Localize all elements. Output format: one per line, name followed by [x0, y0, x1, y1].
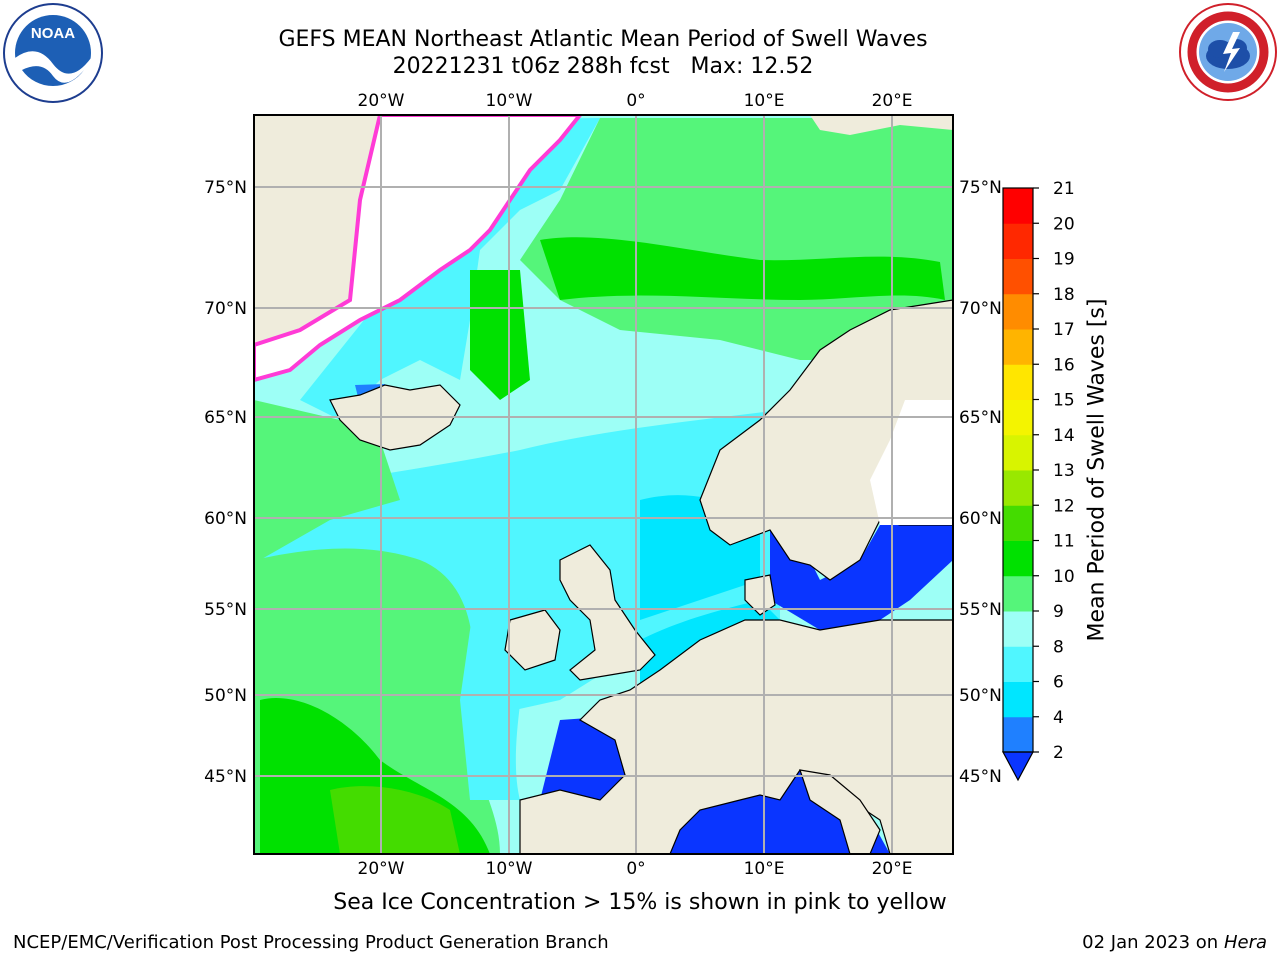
colorbar: 2 4 6 8 9 10 11 12 13 14 15 16 17 18 19 20 21: [1001, 180, 1075, 782]
colorbar-segment: [1003, 505, 1033, 541]
colorbar-tick-label: 16: [1053, 355, 1075, 375]
latitude-label-left: 65°N: [204, 408, 247, 428]
map-title: GEFS MEAN Northeast Atlantic Mean Period…: [278, 27, 928, 52]
colorbar-segment: [1003, 575, 1033, 612]
latitude-label-right: 75°N: [959, 178, 1002, 198]
colorbar-tick-label: 9: [1053, 602, 1064, 622]
latitude-label-right: 55°N: [959, 600, 1002, 620]
swell-band-10to11-north: [540, 237, 945, 300]
colorbar-segment: [1003, 470, 1033, 506]
longitude-label-bottom: 10°W: [486, 859, 533, 879]
colorbar-tick-label: 12: [1053, 496, 1075, 516]
latitude-label-right: 45°N: [959, 767, 1002, 787]
sea-ice-bothnia: [870, 400, 953, 525]
run-date: 02 Jan 2023 on Hera: [1082, 932, 1267, 953]
colorbar-tick-label: 10: [1053, 567, 1075, 587]
sea-ice-note: Sea Ice Concentration > 15% is shown in …: [333, 890, 947, 915]
colorbar-tick-label: 13: [1053, 461, 1075, 481]
latitude-label-left: 75°N: [204, 178, 247, 198]
latitude-label-left: 60°N: [204, 509, 247, 529]
land-great-britain: [559, 544, 656, 681]
noaa-logo-icon: NOAA: [3, 3, 103, 103]
longitude-label-top: 20°W: [358, 91, 405, 111]
colorbar-tick-label: 18: [1053, 285, 1075, 305]
longitude-label-bottom: 0°: [626, 859, 645, 879]
colorbar-tick-label: 19: [1053, 250, 1075, 270]
longitude-label-bottom: 10°E: [744, 859, 785, 879]
colorbar-tick-label: 2: [1053, 743, 1064, 763]
colorbar-segment: [1003, 293, 1033, 330]
compute-system: Hera: [1223, 932, 1267, 953]
colorbar-segment: [1003, 399, 1033, 436]
swell-band-10to11-lofoten: [470, 270, 530, 400]
latitude-label-left: 70°N: [204, 299, 247, 319]
colorbar-segment: [1003, 188, 1033, 224]
colorbar-segment: [1003, 434, 1033, 471]
latitude-label-left: 50°N: [204, 686, 247, 706]
colorbar-segment: [1003, 329, 1033, 365]
colorbar-extend-arrow: [1001, 751, 1035, 782]
colorbar-tick-label: 6: [1053, 673, 1064, 693]
colorbar-ticks: 2 4 6 8 9 10 11 12 13 14 15 16 17 18 19 20 21: [1033, 180, 1075, 763]
swell-band-6to8: [300, 118, 600, 420]
colorbar-segment: [1003, 716, 1033, 753]
colorbar-tick-label: 17: [1053, 320, 1075, 340]
longitude-label-top: 20°E: [872, 91, 913, 111]
land-italy: [799, 769, 881, 854]
longitude-label-top: 10°W: [486, 91, 533, 111]
longitude-label-top: 0°: [626, 91, 645, 111]
longitude-label-bottom: 20°E: [872, 859, 913, 879]
colorbar-segment: [1003, 364, 1033, 400]
noaa-logo-text: NOAA: [31, 25, 75, 42]
longitude-label-bottom: 20°W: [358, 859, 405, 879]
swell-band-9to10-north: [520, 118, 953, 360]
colorbar-label: Mean Period of Swell Waves [s]: [1084, 298, 1110, 642]
colorbar-segment: [1003, 540, 1033, 577]
colorbar-segment: [1003, 681, 1033, 718]
swell-band-2to4-baltic: [770, 525, 953, 630]
latitude-label-right: 65°N: [959, 408, 1002, 428]
credit-text: NCEP/EMC/Verification Post Processing Pr…: [13, 932, 609, 953]
colorbar-tick-label: 15: [1053, 391, 1075, 411]
colorbar-tick-label: 4: [1053, 708, 1064, 728]
colorbar-tick-label: 20: [1053, 214, 1075, 234]
colorbar-segments: [1003, 188, 1033, 753]
colorbar-tick-label: 21: [1053, 180, 1075, 199]
longitude-label-top: 10°E: [744, 91, 785, 111]
map-subtitle: 20221231 t06z 288h fcst Max: 12.52: [392, 54, 814, 79]
latitude-label-right: 50°N: [959, 686, 1002, 706]
map-frame: [253, 114, 954, 855]
swell-band-11to12-south: [330, 786, 460, 854]
land-svalbard: [810, 115, 953, 135]
colorbar-segment: [1003, 611, 1033, 647]
run-date-text: 02 Jan 2023 on: [1082, 932, 1224, 953]
colorbar-segment: [1003, 223, 1033, 259]
latitude-label-right: 70°N: [959, 299, 1002, 319]
colorbar-tick-label: 11: [1053, 532, 1075, 552]
latitude-label-right: 60°N: [959, 509, 1002, 529]
graticule: [254, 115, 953, 854]
colorbar-segment: [1003, 646, 1033, 682]
map-plot-area: [254, 115, 953, 854]
colorbar-segment: [1003, 258, 1033, 295]
latitude-label-left: 45°N: [204, 767, 247, 787]
colorbar-tick-label: 14: [1053, 426, 1075, 446]
national-weather-service-logo-icon: [1179, 3, 1277, 101]
colorbar-tick-label: 8: [1053, 637, 1064, 657]
latitude-label-left: 55°N: [204, 600, 247, 620]
